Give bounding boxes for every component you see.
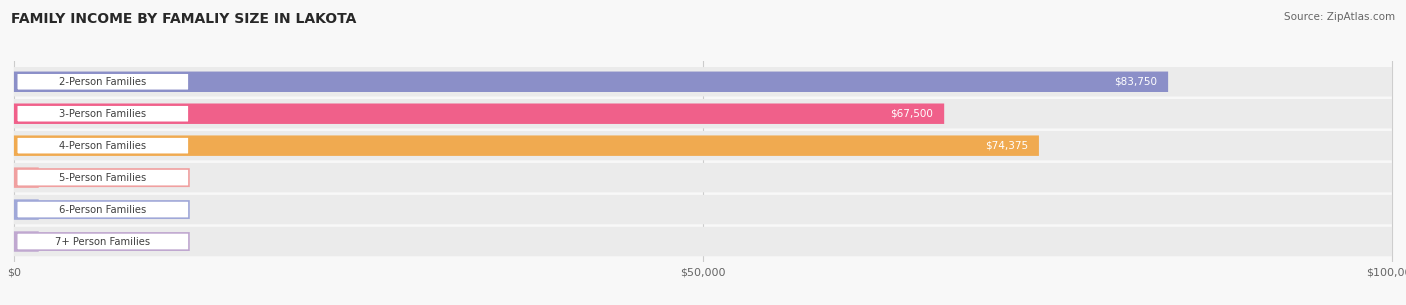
FancyBboxPatch shape bbox=[14, 231, 39, 252]
FancyBboxPatch shape bbox=[14, 72, 1168, 92]
Text: $74,375: $74,375 bbox=[984, 141, 1028, 151]
Text: FAMILY INCOME BY FAMALIY SIZE IN LAKOTA: FAMILY INCOME BY FAMALIY SIZE IN LAKOTA bbox=[11, 12, 357, 26]
FancyBboxPatch shape bbox=[14, 99, 1392, 128]
FancyBboxPatch shape bbox=[14, 199, 39, 220]
FancyBboxPatch shape bbox=[14, 135, 1039, 156]
FancyBboxPatch shape bbox=[14, 167, 39, 188]
FancyBboxPatch shape bbox=[17, 169, 188, 186]
Text: 4-Person Families: 4-Person Families bbox=[59, 141, 146, 151]
FancyBboxPatch shape bbox=[17, 137, 188, 154]
FancyBboxPatch shape bbox=[17, 73, 188, 90]
FancyBboxPatch shape bbox=[14, 131, 1392, 160]
FancyBboxPatch shape bbox=[14, 227, 1392, 256]
FancyBboxPatch shape bbox=[14, 163, 1392, 192]
FancyBboxPatch shape bbox=[17, 201, 188, 218]
Text: $0: $0 bbox=[55, 205, 69, 215]
Text: $83,750: $83,750 bbox=[1114, 77, 1157, 87]
Text: Source: ZipAtlas.com: Source: ZipAtlas.com bbox=[1284, 12, 1395, 22]
Text: 7+ Person Families: 7+ Person Families bbox=[55, 237, 150, 246]
Text: 3-Person Families: 3-Person Families bbox=[59, 109, 146, 119]
FancyBboxPatch shape bbox=[14, 195, 1392, 224]
Text: $0: $0 bbox=[55, 237, 69, 246]
Text: 6-Person Families: 6-Person Families bbox=[59, 205, 146, 215]
Text: $0: $0 bbox=[55, 173, 69, 183]
FancyBboxPatch shape bbox=[17, 105, 188, 122]
FancyBboxPatch shape bbox=[14, 67, 1392, 96]
FancyBboxPatch shape bbox=[17, 233, 188, 250]
FancyBboxPatch shape bbox=[14, 103, 945, 124]
Text: 5-Person Families: 5-Person Families bbox=[59, 173, 146, 183]
Text: 2-Person Families: 2-Person Families bbox=[59, 77, 146, 87]
Text: $67,500: $67,500 bbox=[890, 109, 934, 119]
